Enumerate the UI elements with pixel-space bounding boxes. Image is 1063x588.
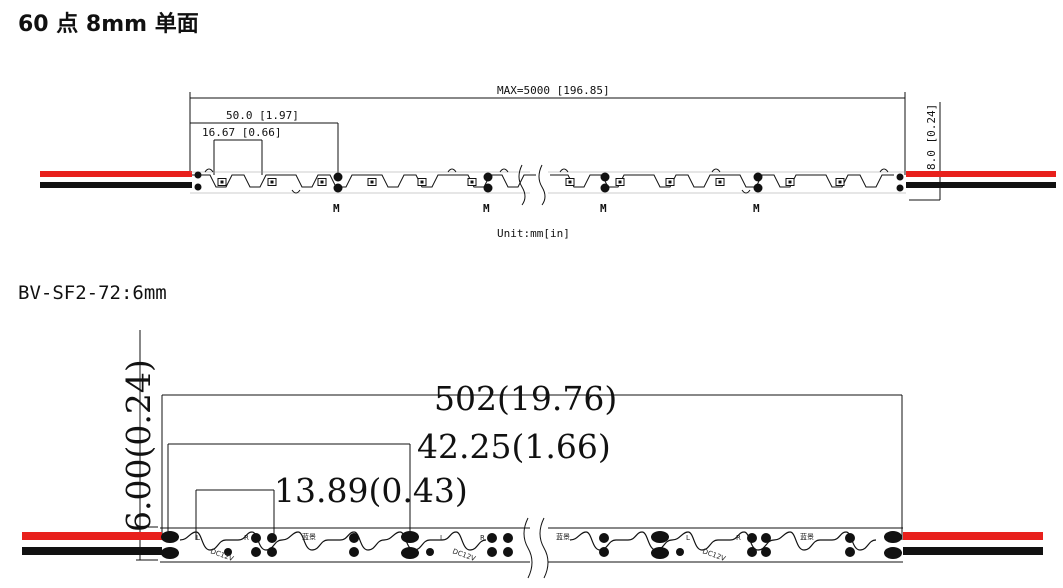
cut-mark-1c: M <box>600 202 607 215</box>
dim-width-label-2: 6.00(0.24) <box>119 359 158 532</box>
strip-segment-left-2 <box>160 527 530 563</box>
strip-segment-right-2 <box>548 527 903 563</box>
strip-segment-left-1 <box>190 168 537 194</box>
section2-drawing: 502(19.76) 42.25(1.66) 13.89(0.43) 6.00(… <box>22 330 1043 579</box>
dim-pitch-line-2 <box>195 489 275 540</box>
dim-width-line-2 <box>136 330 158 561</box>
pad-label-c: 蓝景 <box>800 532 814 541</box>
wire-black-left-2 <box>22 547 162 555</box>
dim-cut-line-2 <box>167 443 411 540</box>
strip-segment-right-1 <box>548 168 906 194</box>
wire-red-left-1 <box>40 171 192 177</box>
wire-red-right-2 <box>903 532 1043 540</box>
section1-drawing: MAX=5000 [196.85] 50.0 [1.97] 16.67 [0.6… <box>40 84 1056 240</box>
wire-black-right-1 <box>906 182 1056 188</box>
wire-black-right-2 <box>903 547 1043 555</box>
right-pad-label-b: R <box>480 534 485 542</box>
dim-total-label-2: 502(19.76) <box>434 379 617 418</box>
pad-label-a: 蓝景 <box>302 532 316 541</box>
dim-pitch-label-2: 13.89(0.43) <box>274 471 468 510</box>
left-pad-label-a: L <box>196 534 200 542</box>
break-mark-2b <box>539 517 549 579</box>
break-mark-1b <box>538 164 546 206</box>
left-pad-label-c: L <box>686 534 690 542</box>
dim-cut-label-2: 42.25(1.66) <box>417 427 611 466</box>
left-pad-label-b: L <box>440 534 444 542</box>
cut-mark-1d: M <box>753 202 760 215</box>
break-mark-1a <box>518 164 526 206</box>
dim-width-label-1: 8.0 [0.24] <box>925 104 938 170</box>
dim-total-line-1 <box>189 92 906 175</box>
break-mark-2a <box>523 517 533 579</box>
dim-cut-line-1 <box>190 122 339 175</box>
section1-title: 60 点 8mm 单面 <box>18 12 199 37</box>
right-pad-label-a: R <box>244 534 249 542</box>
wire-red-right-1 <box>906 171 1056 177</box>
dim-cut-label-1: 50.0 [1.97] <box>226 109 299 122</box>
cut-mark-1a: M <box>333 202 340 215</box>
pad-label-b: 蓝景 <box>556 532 570 541</box>
dim-total-line-2 <box>161 394 903 540</box>
cut-mark-1b: M <box>483 202 490 215</box>
voltage-label-c: DC12V <box>701 547 726 563</box>
right-pad-label-c: R <box>736 534 741 542</box>
dim-pitch-label-1: 16.67 [0.66] <box>202 126 281 139</box>
dim-total-label-1: MAX=5000 [196.85] <box>497 84 610 97</box>
wire-black-left-1 <box>40 182 192 188</box>
wire-red-left-2 <box>22 532 162 540</box>
unit-label: Unit:mm[in] <box>497 227 570 240</box>
dim-pitch-line-1 <box>213 139 263 175</box>
section2-title: BV-SF2-72:6mm <box>18 282 167 304</box>
